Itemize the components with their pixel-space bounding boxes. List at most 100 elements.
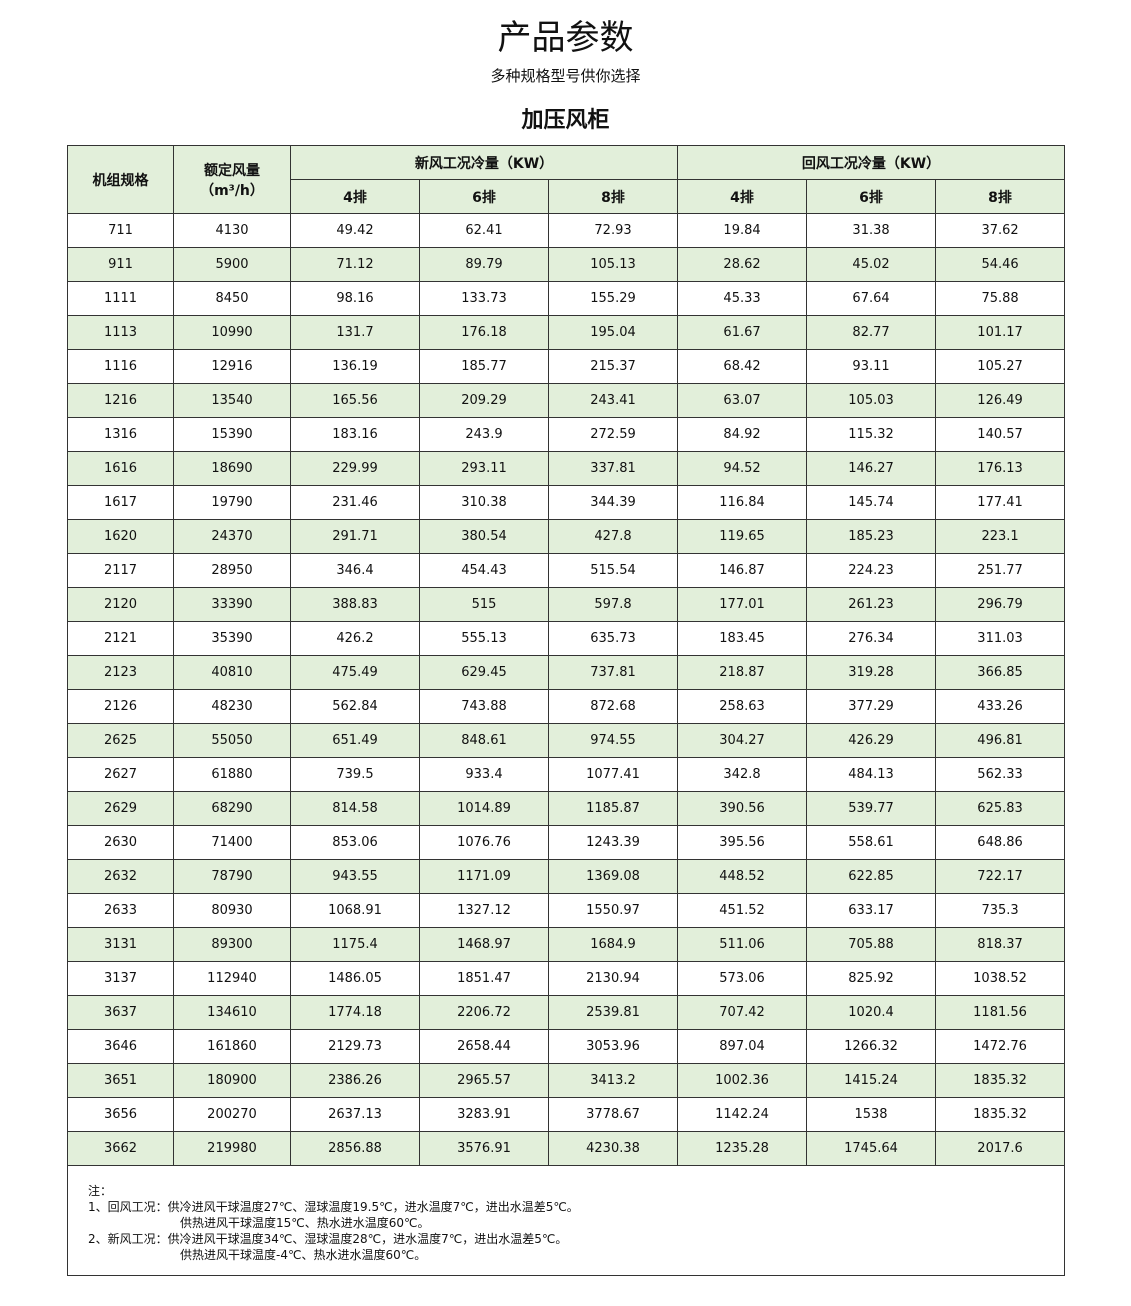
data-cell: 1835.32 <box>935 1063 1066 1098</box>
header-line: （m³/h） <box>200 182 264 199</box>
data-cell: 176.13 <box>935 451 1066 486</box>
data-cell: 555.13 <box>419 621 549 656</box>
data-cell: 8450 <box>173 281 291 316</box>
data-row: 3131 89300 1175.4 1468.97 1684.9 511.06 705.88… <box>67 927 1066 962</box>
data-cell: 146.87 <box>677 553 808 588</box>
data-cell: 635.73 <box>547 621 679 656</box>
data-cell: 291.71 <box>290 519 420 554</box>
data-cell: 80930 <box>173 893 291 928</box>
data-cell: 1266.32 <box>806 1029 937 1064</box>
data-row: 1616 18690 229.99 293.11 337.81 94.52 146.27 17… <box>67 451 1066 486</box>
data-cell: 61.67 <box>677 315 808 350</box>
data-cell: 1684.9 <box>547 927 679 962</box>
data-cell: 1216 <box>67 383 174 418</box>
data-cell: 4130 <box>173 213 291 248</box>
data-cell: 3137 <box>67 961 174 996</box>
data-cell: 276.34 <box>806 621 937 656</box>
data-cell: 573.06 <box>677 961 808 996</box>
data-cell: 1077.41 <box>547 757 679 792</box>
data-cell: 1113 <box>67 315 174 350</box>
subheader-cell: 6排 <box>806 179 937 214</box>
data-cell: 739.5 <box>290 757 420 792</box>
data-cell: 215.37 <box>547 349 679 384</box>
data-cell: 82.77 <box>806 315 937 350</box>
data-cell: 633.17 <box>806 893 937 928</box>
data-cell: 28950 <box>173 553 291 588</box>
data-cell: 68.42 <box>677 349 808 384</box>
header-cell: 额定风量 （m³/h） <box>173 145 291 214</box>
data-cell: 380.54 <box>419 519 549 554</box>
data-cell: 31.38 <box>806 213 937 248</box>
data-cell: 28.62 <box>677 247 808 282</box>
subheader-cell: 4排 <box>290 179 420 214</box>
data-cell: 2206.72 <box>419 995 549 1030</box>
data-row: 2120 33390 388.83 515 597.8 177.01 261.23 296.7… <box>67 587 1066 622</box>
data-cell: 342.8 <box>677 757 808 792</box>
data-cell: 224.23 <box>806 553 937 588</box>
data-cell: 943.55 <box>290 859 420 894</box>
data-row: 1617 19790 231.46 310.38 344.39 116.84 145.74 1… <box>67 485 1066 520</box>
header-line: 额定风量 <box>204 162 260 179</box>
data-cell: 539.77 <box>806 791 937 826</box>
data-cell: 1316 <box>67 417 174 452</box>
data-cell: 126.49 <box>935 383 1066 418</box>
data-cell: 366.85 <box>935 655 1066 690</box>
data-cell: 48230 <box>173 689 291 724</box>
data-cell: 3662 <box>67 1131 174 1166</box>
data-cell: 89300 <box>173 927 291 962</box>
data-cell: 2117 <box>67 553 174 588</box>
data-row: 2632 78790 943.55 1171.09 1369.08 448.52 622.8… <box>67 859 1066 894</box>
data-cell: 119.65 <box>677 519 808 554</box>
data-cell: 1774.18 <box>290 995 420 1030</box>
data-cell: 1617 <box>67 485 174 520</box>
data-cell: 3646 <box>67 1029 174 1064</box>
data-cell: 71400 <box>173 825 291 860</box>
data-cell: 2630 <box>67 825 174 860</box>
data-cell: 558.61 <box>806 825 937 860</box>
notes: 注： 1、回风工况：供冷进风干球温度27℃、湿球温度19.5℃，进水温度7℃，进出… <box>67 1165 1065 1276</box>
data-cell: 218.87 <box>677 655 808 690</box>
data-cell: 390.56 <box>677 791 808 826</box>
data-cell: 223.1 <box>935 519 1066 554</box>
group-header: 回风工况冷量（KW） <box>677 145 1066 180</box>
data-cell: 296.79 <box>935 587 1066 622</box>
data-cell: 229.99 <box>290 451 420 486</box>
data-cell: 116.84 <box>677 485 808 520</box>
data-cell: 71.12 <box>290 247 420 282</box>
data-cell: 2130.94 <box>547 961 679 996</box>
data-row: 2123 40810 475.49 629.45 737.81 218.87 319.28 3… <box>67 655 1066 690</box>
data-cell: 737.81 <box>547 655 679 690</box>
data-row: 1113 10990 131.7 176.18 195.04 61.67 82.77 101.… <box>67 315 1066 350</box>
note-line: 1、回风工况：供冷进风干球温度27℃、湿球温度19.5℃，进水温度7℃，进出水温… <box>88 1200 579 1214</box>
header-row: 机组规格 额定风量 （m³/h） 新风工况冷量（KW） 回风工况冷量（KW） <box>67 145 1066 214</box>
data-cell: 1038.52 <box>935 961 1066 996</box>
data-cell: 98.16 <box>290 281 420 316</box>
data-cell: 515 <box>419 587 549 622</box>
data-cell: 136.19 <box>290 349 420 384</box>
data-cell: 62.41 <box>419 213 549 248</box>
data-cell: 105.03 <box>806 383 937 418</box>
data-cell: 19.84 <box>677 213 808 248</box>
data-cell: 848.61 <box>419 723 549 758</box>
data-cell: 2126 <box>67 689 174 724</box>
data-cell: 3413.2 <box>547 1063 679 1098</box>
data-cell: 112940 <box>173 961 291 996</box>
data-cell: 311.03 <box>935 621 1066 656</box>
data-cell: 2633 <box>67 893 174 928</box>
data-cell: 2017.6 <box>935 1131 1066 1166</box>
data-cell: 344.39 <box>547 485 679 520</box>
data-cell: 622.85 <box>806 859 937 894</box>
data-cell: 67.64 <box>806 281 937 316</box>
data-cell: 183.45 <box>677 621 808 656</box>
data-cell: 131.7 <box>290 315 420 350</box>
data-cell: 105.13 <box>547 247 679 282</box>
data-cell: 2120 <box>67 587 174 622</box>
data-cell: 2637.13 <box>290 1097 420 1132</box>
data-cell: 261.23 <box>806 587 937 622</box>
data-cell: 1472.76 <box>935 1029 1066 1064</box>
data-cell: 3637 <box>67 995 174 1030</box>
data-cell: 185.23 <box>806 519 937 554</box>
data-cell: 743.88 <box>419 689 549 724</box>
table-title: 加压风柜 <box>521 108 610 133</box>
